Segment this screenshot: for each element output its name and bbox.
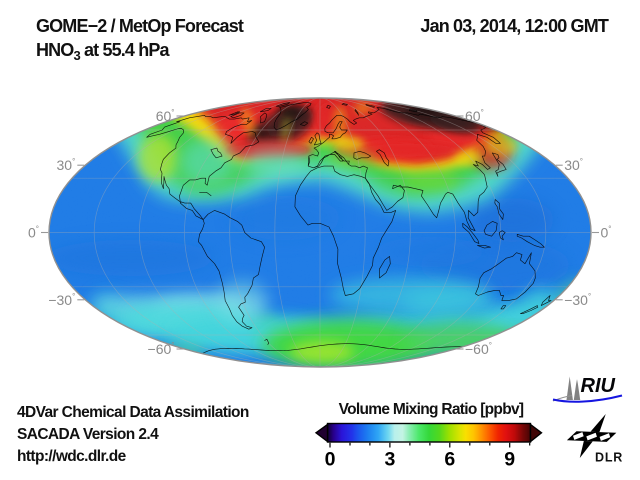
svg-text:Volume Mixing Ratio [ppbv]: Volume Mixing Ratio [ppbv] [339,401,524,418]
svg-text:RIU: RIU [581,375,616,397]
svg-text:9: 9 [504,449,515,471]
svg-text:60°: 60° [465,108,484,124]
svg-text:−60°: −60° [465,341,492,357]
svg-text:DLR: DLR [595,451,623,465]
svg-text:GOME−2 / MetOp Forecast: GOME−2 / MetOp Forecast [36,16,244,36]
svg-text:30°: 30° [564,157,583,173]
svg-text:0: 0 [325,449,336,471]
svg-text:−60°: −60° [148,341,175,357]
svg-text:SACADA Version 2.4: SACADA Version 2.4 [17,426,159,443]
svg-text:HNO3 at 55.4 hPa: HNO3 at 55.4 hPa [36,40,171,63]
svg-text:http://wdc.dlr.de: http://wdc.dlr.de [17,448,127,465]
svg-text:Jan 03, 2014, 12:00 GMT: Jan 03, 2014, 12:00 GMT [420,16,608,36]
svg-text:3: 3 [384,449,395,471]
svg-text:0°: 0° [601,225,612,241]
svg-text:6: 6 [444,449,455,471]
svg-text:0°: 0° [28,225,39,241]
svg-text:−30°: −30° [48,292,75,308]
svg-text:60°: 60° [156,108,175,124]
svg-text:−30°: −30° [564,292,591,308]
svg-text:4DVar Chemical Data Assimilati: 4DVar Chemical Data Assimilation [17,404,249,421]
svg-text:30°: 30° [57,157,76,173]
